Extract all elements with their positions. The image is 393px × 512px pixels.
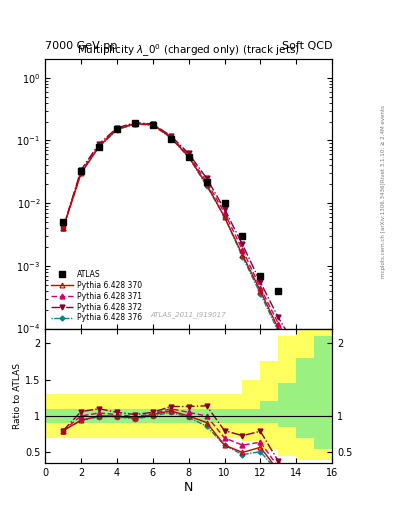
Pythia 6.428 371 <box>204 179 209 185</box>
Pythia 6.428 376 <box>97 144 101 150</box>
Line: Pythia 6.428 376: Pythia 6.428 376 <box>61 122 298 368</box>
Pythia 6.428 370 <box>240 252 245 258</box>
Pythia 6.428 372 <box>61 225 66 231</box>
Pythia 6.428 372 <box>186 151 191 157</box>
Pythia 6.428 370 <box>61 225 66 231</box>
Pythia 6.428 371 <box>115 126 119 132</box>
Y-axis label: Ratio to ATLAS: Ratio to ATLAS <box>13 363 22 429</box>
Pythia 6.428 372 <box>240 241 245 247</box>
Pythia 6.428 376 <box>240 253 245 260</box>
Line: Pythia 6.428 372: Pythia 6.428 372 <box>61 120 299 350</box>
Pythia 6.428 376 <box>222 214 227 220</box>
Legend: ATLAS, Pythia 6.428 370, Pythia 6.428 371, Pythia 6.428 372, Pythia 6.428 376: ATLAS, Pythia 6.428 370, Pythia 6.428 37… <box>49 267 144 325</box>
Pythia 6.428 372 <box>151 121 155 127</box>
Pythia 6.428 372 <box>276 314 281 321</box>
Pythia 6.428 370 <box>276 326 281 332</box>
Pythia 6.428 370 <box>294 358 299 365</box>
Pythia 6.428 376 <box>61 225 66 231</box>
Pythia 6.428 371 <box>132 120 137 126</box>
ATLAS <box>115 126 119 133</box>
Pythia 6.428 376 <box>186 154 191 160</box>
Pythia 6.428 371 <box>222 210 227 216</box>
Pythia 6.428 370 <box>168 134 173 140</box>
Pythia 6.428 372 <box>222 206 227 212</box>
Pythia 6.428 376 <box>276 328 281 334</box>
Line: Pythia 6.428 371: Pythia 6.428 371 <box>61 121 299 356</box>
ATLAS <box>186 154 191 160</box>
Pythia 6.428 370 <box>222 214 227 220</box>
Pythia 6.428 371 <box>79 168 83 175</box>
Pythia 6.428 372 <box>294 345 299 351</box>
Pythia 6.428 370 <box>186 154 191 160</box>
ATLAS <box>97 143 101 150</box>
ATLAS <box>79 168 83 175</box>
Pythia 6.428 370 <box>115 126 119 133</box>
Pythia 6.428 371 <box>294 350 299 356</box>
Pythia 6.428 370 <box>151 122 155 128</box>
ATLAS <box>258 272 263 279</box>
Pythia 6.428 371 <box>258 285 263 291</box>
Text: ATLAS_2011_I919017: ATLAS_2011_I919017 <box>151 311 226 318</box>
Pythia 6.428 370 <box>79 170 83 176</box>
Pythia 6.428 376 <box>79 170 83 176</box>
X-axis label: N: N <box>184 481 193 494</box>
Pythia 6.428 372 <box>97 141 101 147</box>
Pythia 6.428 376 <box>294 363 299 369</box>
Pythia 6.428 372 <box>258 279 263 285</box>
Line: ATLAS: ATLAS <box>61 120 281 293</box>
Pythia 6.428 371 <box>276 321 281 327</box>
ATLAS <box>61 219 66 225</box>
Pythia 6.428 376 <box>132 121 137 127</box>
ATLAS <box>151 122 155 129</box>
Text: 7000 GeV pp: 7000 GeV pp <box>45 41 118 51</box>
Pythia 6.428 371 <box>151 121 155 127</box>
Text: Soft QCD: Soft QCD <box>282 41 332 51</box>
Pythia 6.428 376 <box>115 126 119 133</box>
Pythia 6.428 371 <box>240 247 245 253</box>
Pythia 6.428 372 <box>168 133 173 139</box>
Pythia 6.428 371 <box>168 134 173 140</box>
Pythia 6.428 371 <box>186 152 191 158</box>
Pythia 6.428 376 <box>204 183 209 189</box>
Pythia 6.428 376 <box>168 135 173 141</box>
Pythia 6.428 371 <box>97 142 101 148</box>
Pythia 6.428 370 <box>204 181 209 187</box>
ATLAS <box>204 179 209 185</box>
Pythia 6.428 376 <box>151 122 155 129</box>
Line: Pythia 6.428 370: Pythia 6.428 370 <box>61 121 299 364</box>
ATLAS <box>240 233 245 239</box>
Pythia 6.428 372 <box>132 119 137 125</box>
Pythia 6.428 372 <box>204 175 209 181</box>
ATLAS <box>276 288 281 294</box>
Pythia 6.428 370 <box>97 143 101 150</box>
Pythia 6.428 371 <box>61 225 66 231</box>
Text: Rivet 3.1.10; ≥ 2.4M events: Rivet 3.1.10; ≥ 2.4M events <box>381 105 386 182</box>
ATLAS <box>168 136 173 142</box>
Pythia 6.428 376 <box>258 291 263 297</box>
ATLAS <box>132 120 137 126</box>
Text: mcplots.cern.ch [arXiv:1306.3436]: mcplots.cern.ch [arXiv:1306.3436] <box>381 183 386 278</box>
Title: Multiplicity $\lambda\_0^0$ (charged only) (track jets): Multiplicity $\lambda\_0^0$ (charged onl… <box>77 42 300 59</box>
Pythia 6.428 372 <box>79 167 83 173</box>
Pythia 6.428 370 <box>258 288 263 294</box>
Pythia 6.428 372 <box>115 125 119 131</box>
ATLAS <box>222 200 227 206</box>
Pythia 6.428 370 <box>132 121 137 127</box>
